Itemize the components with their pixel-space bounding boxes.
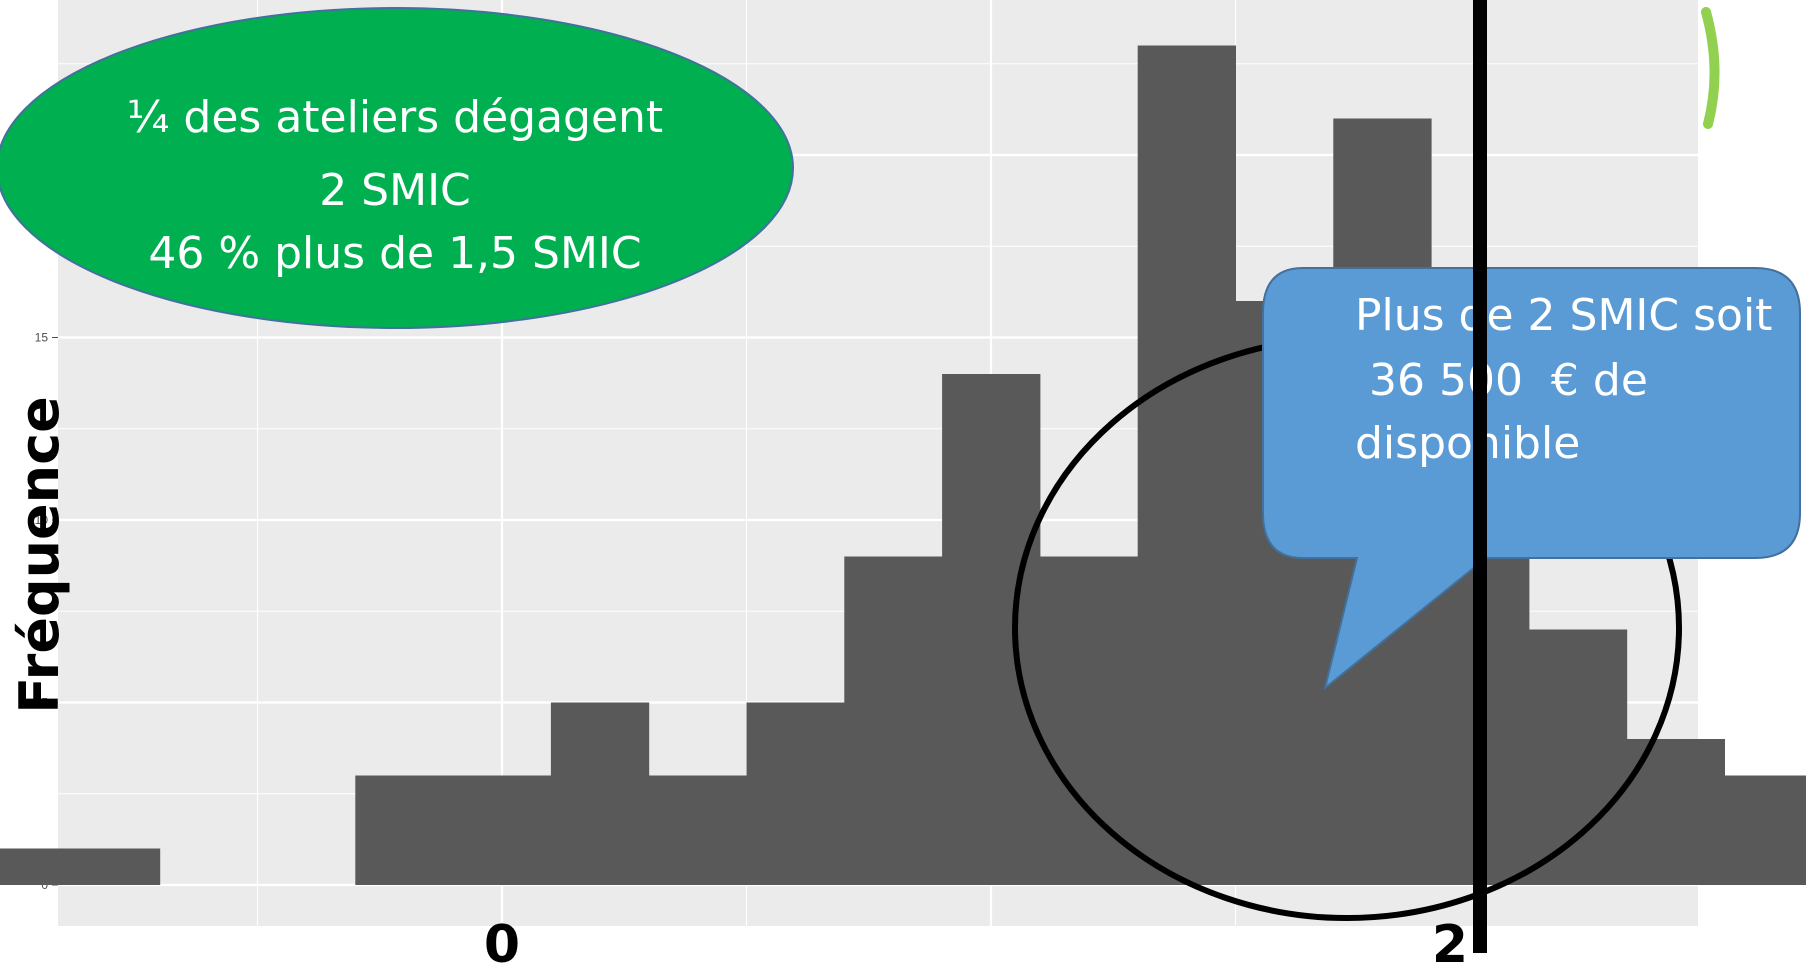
green-callout-line-2: 2 SMIC	[319, 165, 471, 216]
blue-callout-line-2: 36 500 € de	[1355, 355, 1648, 406]
green-callout	[0, 7, 794, 329]
histogram-bar	[942, 374, 1041, 885]
histogram-bar	[0, 848, 63, 885]
y-tick-label: 15	[35, 331, 49, 345]
blue-callout	[1262, 267, 1801, 691]
histogram-bar	[1724, 775, 1806, 885]
histogram-bar	[355, 775, 454, 885]
y-tick-label: 5	[41, 696, 48, 710]
histogram-bar	[844, 556, 943, 885]
green-callout-line-3: 46 % plus de 1,5 SMIC	[148, 228, 641, 279]
histogram-bar	[550, 702, 650, 885]
histogram-bar	[648, 775, 747, 885]
green-arc-decoration	[1701, 7, 1720, 129]
green-callout-line-1: ¼ des ateliers dégagent	[127, 92, 663, 143]
blue-callout-line-1: Plus de 2 SMIC soit	[1355, 290, 1772, 341]
x-tick-label: 0	[484, 915, 520, 973]
histogram-bar	[1137, 45, 1236, 885]
y-axis-label: Fréquence	[8, 396, 71, 714]
x-tick-labels: 024	[484, 915, 1468, 973]
blue-callout-line-3: disponible	[1355, 418, 1580, 469]
histogram-bar	[61, 848, 161, 885]
histogram-bar	[1039, 556, 1139, 885]
x-tick-label: 2	[1432, 915, 1468, 973]
histogram-bar	[746, 702, 845, 885]
histogram-bar	[1528, 629, 1628, 885]
histogram-bar	[453, 775, 552, 885]
y-tick-label: 10	[35, 513, 49, 527]
